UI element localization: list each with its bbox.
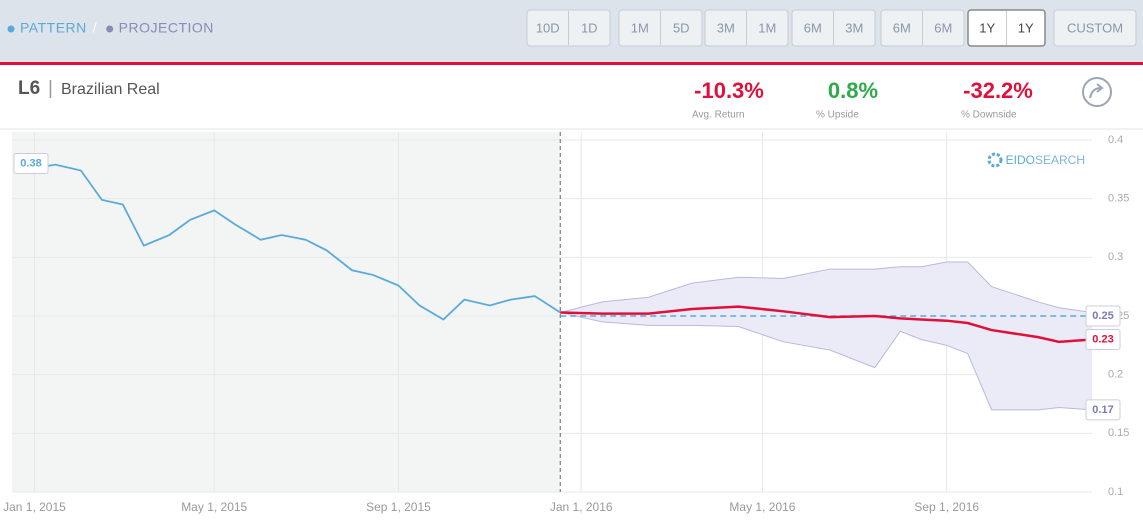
range-button-label: 1M [758, 20, 776, 35]
range-button-label: 3M [717, 20, 735, 35]
legend-dot [106, 25, 114, 33]
legend-label: PATTERN [20, 20, 87, 36]
stat-label: Avg. Return [692, 110, 745, 121]
range-button-label: 6M [804, 20, 822, 35]
range-button[interactable]: 6M [893, 20, 911, 35]
range-button[interactable]: 1M [758, 20, 776, 35]
range-button[interactable]: 1M [631, 20, 649, 35]
range-button[interactable]: 5D [673, 20, 690, 35]
pattern-line [34, 163, 561, 321]
custom-button-label: CUSTOM [1067, 20, 1123, 35]
range-button-label: 3M [845, 20, 863, 35]
legend-label: PROJECTION [119, 20, 214, 36]
range-button-label: 1D [581, 20, 598, 35]
range-button[interactable]: 6M [934, 20, 952, 35]
x-tick-label: Sep 1, 2015 [366, 500, 431, 514]
x-tick-label: Sep 1, 2016 [914, 500, 979, 514]
range-button[interactable]: 1Y [1018, 20, 1034, 35]
range-button-label: 6M [893, 20, 911, 35]
stat-label: % Downside [961, 110, 1017, 121]
logo-eido: EIDO [1006, 153, 1035, 167]
y-tick-label: 0.35 [1108, 193, 1129, 205]
range-button[interactable]: 3M [717, 20, 735, 35]
range-button-label: 6M [934, 20, 952, 35]
value-tag [13, 152, 49, 174]
range-button-label: 1Y [1018, 20, 1034, 35]
y-tick-label: 0.15 [1108, 427, 1129, 439]
range-button-label: 10D [536, 20, 560, 35]
value-tag [1085, 328, 1121, 350]
logo-search: SEARCH [1035, 153, 1085, 167]
value-tag [1085, 305, 1121, 327]
projection-band [560, 262, 1092, 410]
x-tick-label: Jan 1, 2016 [550, 500, 613, 514]
value-tag-label: 0.23 [1092, 333, 1113, 345]
value-tag-label: 0.17 [1092, 404, 1113, 416]
lower-bound [560, 311, 1093, 411]
range-button[interactable]: 1Y [979, 20, 995, 35]
share-button[interactable] [1082, 77, 1112, 107]
x-tick-label: May 1, 2015 [181, 500, 247, 514]
y-tick-label: 0.3 [1108, 251, 1123, 263]
y-tick-label: 0.4 [1108, 134, 1123, 146]
share-circle [1082, 77, 1112, 107]
stat-value: 0.8% [828, 78, 878, 103]
legend-separator: / [93, 20, 97, 36]
legend-dot [7, 25, 15, 33]
logo-icon [987, 152, 1003, 168]
upper-bound [560, 261, 1093, 313]
ticker: L6 [18, 78, 40, 99]
y-tick-label: 0.1 [1108, 486, 1123, 498]
range-button[interactable]: 1D [581, 20, 598, 35]
custom-button[interactable]: CUSTOM [1053, 9, 1137, 47]
x-tick-label: Jan 1, 2015 [3, 500, 66, 514]
y-tick-label: 0.2 [1108, 369, 1123, 381]
stat-label: % Upside [816, 110, 859, 121]
share-arrow [1089, 83, 1104, 99]
value-tag-label: 0.38 [20, 157, 41, 169]
range-button[interactable]: 10D [536, 20, 560, 35]
instrument-name: Brazilian Real [61, 81, 160, 98]
stat-value: -10.3% [694, 78, 764, 103]
value-tag-label: 0.25 [1092, 310, 1113, 322]
range-button-label: 5D [673, 20, 690, 35]
x-tick-label: May 1, 2016 [729, 500, 795, 514]
header-separator: | [48, 78, 53, 99]
value-tag [1085, 399, 1121, 421]
pattern-region [12, 132, 561, 492]
range-button-label: 1Y [979, 20, 995, 35]
custom-button-bg [1053, 9, 1137, 47]
range-button[interactable]: 6M [804, 20, 822, 35]
range-button[interactable]: 3M [845, 20, 863, 35]
range-button-label: 1M [631, 20, 649, 35]
projection-line [560, 305, 1093, 344]
stat-value: -32.2% [963, 78, 1033, 103]
accent-bar [0, 62, 1143, 65]
